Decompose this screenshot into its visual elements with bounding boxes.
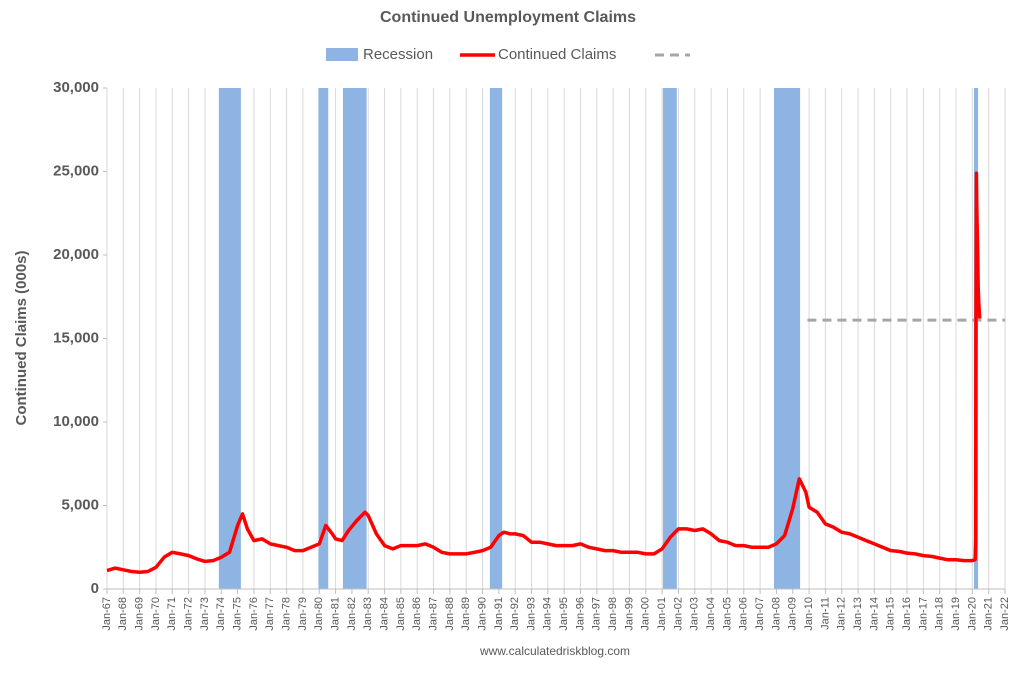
x-tick-label: Jan-98: [607, 597, 619, 631]
recession-band: [662, 88, 677, 589]
y-tick-label: 20,000: [53, 246, 99, 263]
x-tick-label: Jan-69: [134, 597, 146, 631]
y-tick-label: 15,000: [53, 329, 99, 346]
y-tick-label: 30,000: [53, 79, 99, 96]
data-line: [106, 171, 982, 575]
x-tick-label: Jan-11: [819, 597, 831, 630]
x-tick-label: Jan-03: [689, 597, 701, 631]
x-tick-label: Jan-73: [199, 597, 211, 631]
x-tick-label: Jan-09: [787, 597, 799, 631]
x-tick-label: Jan-70: [150, 597, 162, 631]
chart-title: Continued Unemployment Claims: [380, 9, 636, 26]
x-tick-label: Jan-13: [852, 597, 864, 631]
x-tick-label: Jan-71: [166, 597, 178, 631]
x-tick-label: Jan-75: [232, 597, 244, 631]
x-tick-label: Jan-15: [885, 597, 897, 631]
recession-band: [489, 88, 503, 589]
x-tick-label: Jan-79: [297, 597, 309, 631]
x-tick-label: Jan-07: [754, 597, 766, 631]
x-tick-label: Jan-10: [803, 597, 815, 631]
x-tick-label: Jan-85: [395, 597, 407, 631]
x-tick-label: Jan-05: [721, 597, 733, 631]
x-tick-label: Jan-87: [427, 597, 439, 631]
x-tick-label: Jan-06: [738, 597, 750, 631]
x-tick-label: Jan-97: [591, 597, 603, 631]
x-tick-label: Jan-02: [672, 597, 684, 631]
y-tick-label: 0: [91, 580, 99, 597]
x-tick-label: Jan-22: [999, 597, 1011, 631]
recession-band: [218, 88, 241, 589]
y-axis-label: Continued Claims (000s): [13, 250, 30, 425]
legend-label: Continued Claims: [498, 46, 616, 63]
legend-swatch: [326, 48, 358, 61]
x-tick-label: Jan-08: [770, 597, 782, 631]
x-tick-label: Jan-86: [411, 597, 423, 631]
x-tick-label: Jan-19: [950, 597, 962, 631]
x-tick-label: Jan-91: [493, 597, 505, 631]
x-tick-label: Jan-12: [836, 597, 848, 631]
x-tick-label: Jan-04: [705, 597, 717, 631]
recession-band: [773, 88, 801, 589]
x-tick-label: Jan-94: [542, 597, 554, 631]
x-tick-label: Jan-92: [509, 597, 521, 631]
source: www.calculatedriskblog.com: [479, 644, 630, 658]
x-tick-label: Jan-16: [901, 597, 913, 631]
legend-label: Recession: [363, 46, 433, 63]
x-tick-label: Jan-00: [640, 597, 652, 631]
x-tick-label: Jan-95: [558, 597, 570, 631]
x-tick-label: Jan-88: [444, 597, 456, 631]
x-tick-label: Jan-14: [868, 597, 880, 631]
x-tick-label: Jan-99: [623, 597, 635, 631]
x-tick-label: Jan-89: [460, 597, 472, 631]
x-tick-label: Jan-68: [117, 597, 129, 631]
recession-band: [342, 88, 367, 589]
x-tick-label: Jan-76: [248, 597, 260, 631]
x-tick-label: Jan-78: [281, 597, 293, 631]
x-tick-label: Jan-81: [329, 597, 341, 631]
x-tick-label: Jan-93: [525, 597, 537, 631]
x-tick-label: Jan-83: [362, 597, 374, 631]
x-tick-label: Jan-21: [983, 597, 995, 631]
x-tick-label: Jan-82: [346, 597, 358, 631]
x-tick-label: Jan-20: [966, 597, 978, 631]
y-tick-label: 10,000: [53, 413, 99, 430]
x-tick-label: Jan-84: [378, 597, 390, 631]
y-tick-label: 5,000: [61, 496, 99, 513]
x-tick-label: Jan-67: [101, 597, 113, 631]
x-tick-label: Jan-80: [313, 597, 325, 631]
recession-band: [318, 88, 329, 589]
x-tick-label: Jan-18: [934, 597, 946, 631]
y-tick-label: 25,000: [53, 162, 99, 179]
x-tick-label: Jan-74: [215, 597, 227, 631]
x-tick-label: Jan-90: [476, 597, 488, 631]
x-tick-label: Jan-01: [656, 597, 668, 631]
x-tick-label: Jan-77: [264, 597, 276, 631]
x-tick-label: Jan-96: [574, 597, 586, 631]
x-tick-label: Jan-17: [917, 597, 929, 631]
x-tick-label: Jan-72: [183, 597, 195, 631]
